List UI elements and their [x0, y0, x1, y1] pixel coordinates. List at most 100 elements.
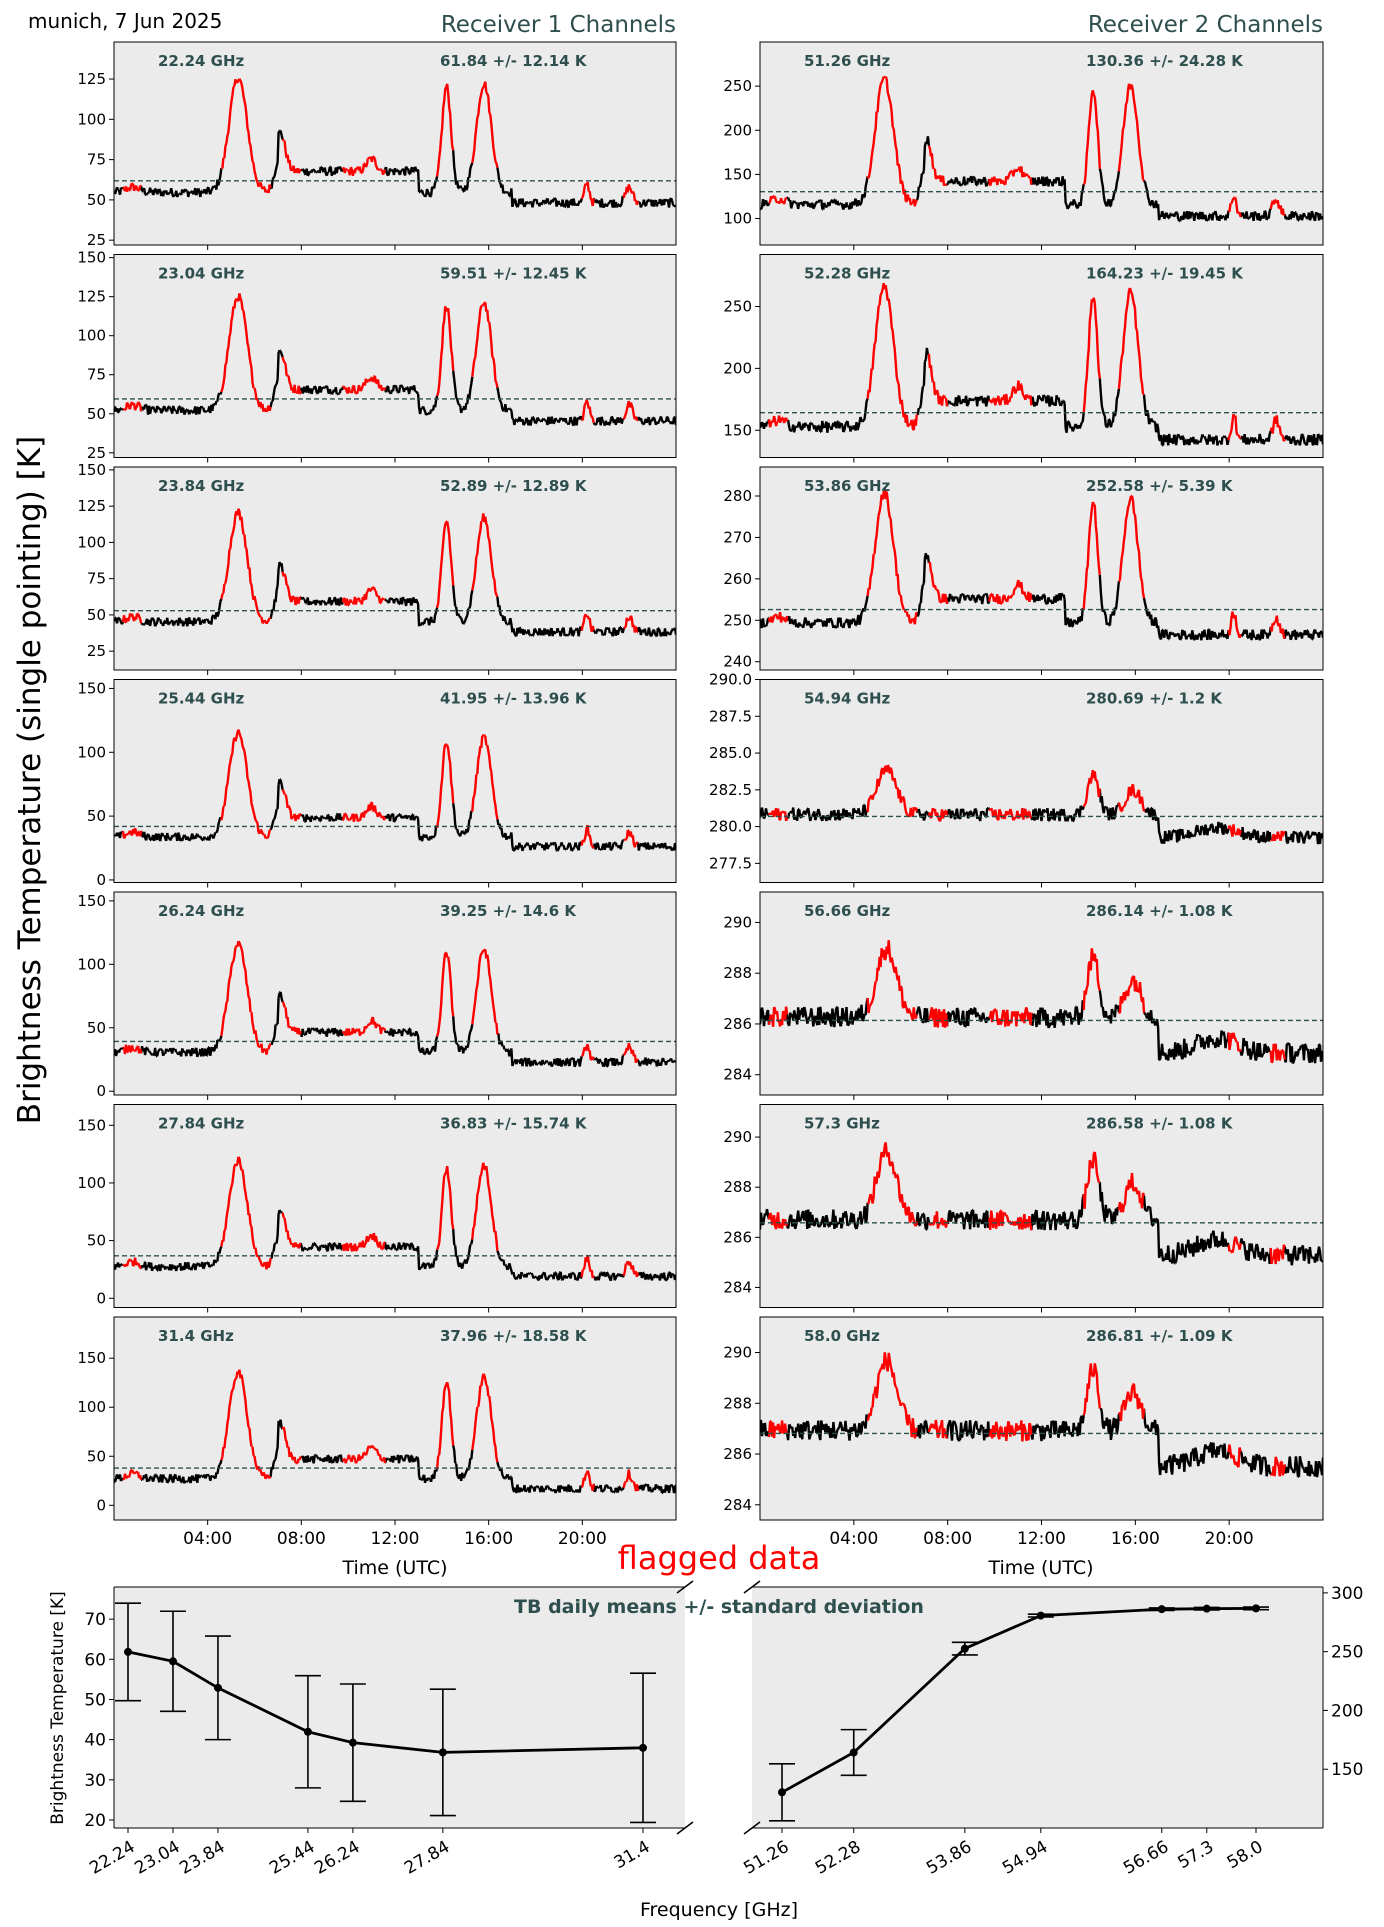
y-tick-label: 200 — [723, 121, 752, 139]
x-tick-label: 20:00 — [1205, 1529, 1254, 1549]
panel-l-5: 0 50 100 150 27.84 GHz 36.83 +/- 15.74 K — [77, 1104, 677, 1313]
y-tick-label: 100 — [77, 743, 106, 761]
y-tick-label: 150 — [77, 461, 106, 479]
summary-y-tick-label: 60 — [84, 1650, 106, 1670]
flagged-trace-line — [122, 293, 639, 424]
trace-group — [114, 1369, 676, 1495]
trace-group — [760, 1142, 1323, 1266]
panel-l-1: 25 50 75 100 125 150 23.04 GHz 59.51 +/- 12.45 … — [77, 249, 677, 463]
y-tick-label: 250 — [723, 611, 752, 629]
y-tick-label: 125 — [77, 288, 106, 306]
summary-y-label: Brightness Temperature [K] — [48, 1591, 68, 1824]
y-tick-label: 50 — [87, 1019, 106, 1037]
x-tick-label: 08:00 — [277, 1529, 326, 1549]
channel-frequency-label: 23.04 GHz — [158, 265, 245, 283]
y-tick-label: 100 — [723, 210, 752, 228]
trace-group — [114, 78, 676, 209]
flagged-trace-line — [122, 78, 640, 207]
panel-background — [760, 679, 1323, 883]
channel-frequency-label: 57.3 GHz — [804, 1115, 880, 1133]
mean-point — [438, 1748, 447, 1757]
x-tick-label: 16:00 — [1111, 1529, 1160, 1549]
y-tick-label: 75 — [87, 570, 106, 588]
receiver1-title: Receiver 1 Channels — [441, 12, 676, 38]
summary-x-tick-label: 31.4 — [611, 1837, 654, 1873]
axis-break-gap — [685, 1585, 752, 1830]
summary-y-tick-label: 150 — [1331, 1760, 1363, 1780]
flagged-trace-line — [122, 1156, 640, 1279]
mean-point — [1252, 1604, 1260, 1613]
y-tick-label: 280.0 — [709, 818, 752, 836]
y-tick-label: 100 — [77, 110, 106, 128]
mean-point — [213, 1683, 222, 1692]
summary-y-tick-label: 300 — [1331, 1584, 1363, 1604]
x-tick-label: 12:00 — [371, 1529, 420, 1549]
summary-x-tick-label: 23.04 — [131, 1837, 183, 1879]
panel-r-5: 284 286 288 290 57.3 GHz 286.58 +/- 1.08 K — [723, 1104, 1324, 1313]
mean-point — [960, 1644, 969, 1653]
mean-point — [348, 1738, 357, 1747]
channel-stat-label: 286.58 +/- 1.08 K — [1086, 1115, 1234, 1133]
summary-y-tick-label: 40 — [84, 1731, 106, 1751]
channel-stat-label: 39.25 +/- 14.6 K — [440, 902, 577, 920]
y-tick-label: 282.5 — [709, 781, 752, 799]
channel-stat-label: 37.96 +/- 18.58 K — [440, 1327, 588, 1345]
channel-frequency-label: 23.84 GHz — [158, 477, 245, 495]
mean-point — [1157, 1605, 1166, 1614]
channel-frequency-label: 27.84 GHz — [158, 1115, 245, 1133]
panel-l-0: 25 50 75 100 125 22.24 GHz 61.84 +/- 12.14 K — [77, 41, 677, 250]
panel-r-0: 100 150 200 250 51.26 GHz 130.36 +/- 24.28 K — [723, 41, 1324, 250]
y-tick-label: 50 — [87, 606, 106, 624]
y-tick-label: 250 — [723, 77, 752, 95]
y-tick-label: 50 — [87, 405, 106, 423]
panel-background — [760, 254, 1323, 458]
mean-point — [639, 1743, 647, 1752]
y-tick-label: 25 — [87, 231, 106, 249]
mean-point — [1036, 1611, 1045, 1620]
mean-point — [849, 1748, 858, 1757]
panel-background — [114, 254, 676, 458]
axis-break-mark — [743, 1580, 761, 1594]
panel-r-3: 277.5 280.0 282.5 285.0 287.5 290.0 54.94 GHz 2… — [709, 671, 1324, 888]
flagged-trace-line — [767, 282, 1286, 442]
y-tick-label: 50 — [87, 1447, 106, 1465]
y-axis-label: Brightness Temperature (single pointing)… — [12, 436, 48, 1124]
y-tick-label: 150 — [77, 679, 106, 697]
summary-x-tick-label: 58.0 — [1224, 1837, 1267, 1873]
y-tick-label: 100 — [77, 327, 106, 345]
summary-x-tick-label: 22.24 — [86, 1837, 138, 1879]
y-tick-label: 50 — [87, 191, 106, 209]
flagged-trace-line — [767, 764, 1286, 842]
axis-break-mark — [743, 1821, 761, 1835]
y-tick-label: 25 — [87, 444, 106, 462]
panel-background — [760, 1317, 1323, 1520]
y-tick-label: 284 — [723, 1496, 752, 1514]
y-tick-label: 286 — [723, 1445, 752, 1463]
summary-x-tick-label: 57.3 — [1175, 1837, 1218, 1873]
channel-frequency-label: 22.24 GHz — [158, 52, 245, 70]
receiver2-title: Receiver 2 Channels — [1088, 12, 1323, 38]
flagged-trace-line — [122, 1369, 640, 1492]
flagged-trace-line — [767, 940, 1286, 1064]
y-tick-label: 288 — [723, 964, 752, 982]
mean-point — [124, 1647, 132, 1656]
y-tick-label: 200 — [723, 359, 752, 377]
panel-background — [760, 1104, 1323, 1308]
panel-r-4: 284 286 288 290 56.66 GHz 286.14 +/- 1.08 K — [723, 891, 1324, 1100]
summary-y-tick-label: 70 — [84, 1610, 106, 1630]
summary-x-tick-label: 23.84 — [176, 1837, 228, 1879]
y-tick-label: 260 — [723, 570, 752, 588]
summary-y-tick-label: 20 — [84, 1811, 106, 1831]
axis-break-mark — [676, 1580, 694, 1594]
channel-stat-label: 52.89 +/- 12.89 K — [440, 477, 588, 495]
channel-frequency-label: 51.26 GHz — [804, 52, 891, 70]
panel-r-2: 240 250 260 270 280 53.86 GHz 252.58 +/- 5.39 … — [723, 466, 1324, 675]
trace-group — [114, 1156, 676, 1282]
channel-frequency-label: 25.44 GHz — [158, 690, 245, 708]
y-tick-label: 0 — [96, 1082, 106, 1100]
summary-x-tick-label: 26.24 — [311, 1837, 363, 1879]
y-tick-label: 75 — [87, 151, 106, 169]
channel-stat-label: 130.36 +/- 24.28 K — [1086, 52, 1244, 70]
y-tick-label: 277.5 — [709, 854, 752, 872]
